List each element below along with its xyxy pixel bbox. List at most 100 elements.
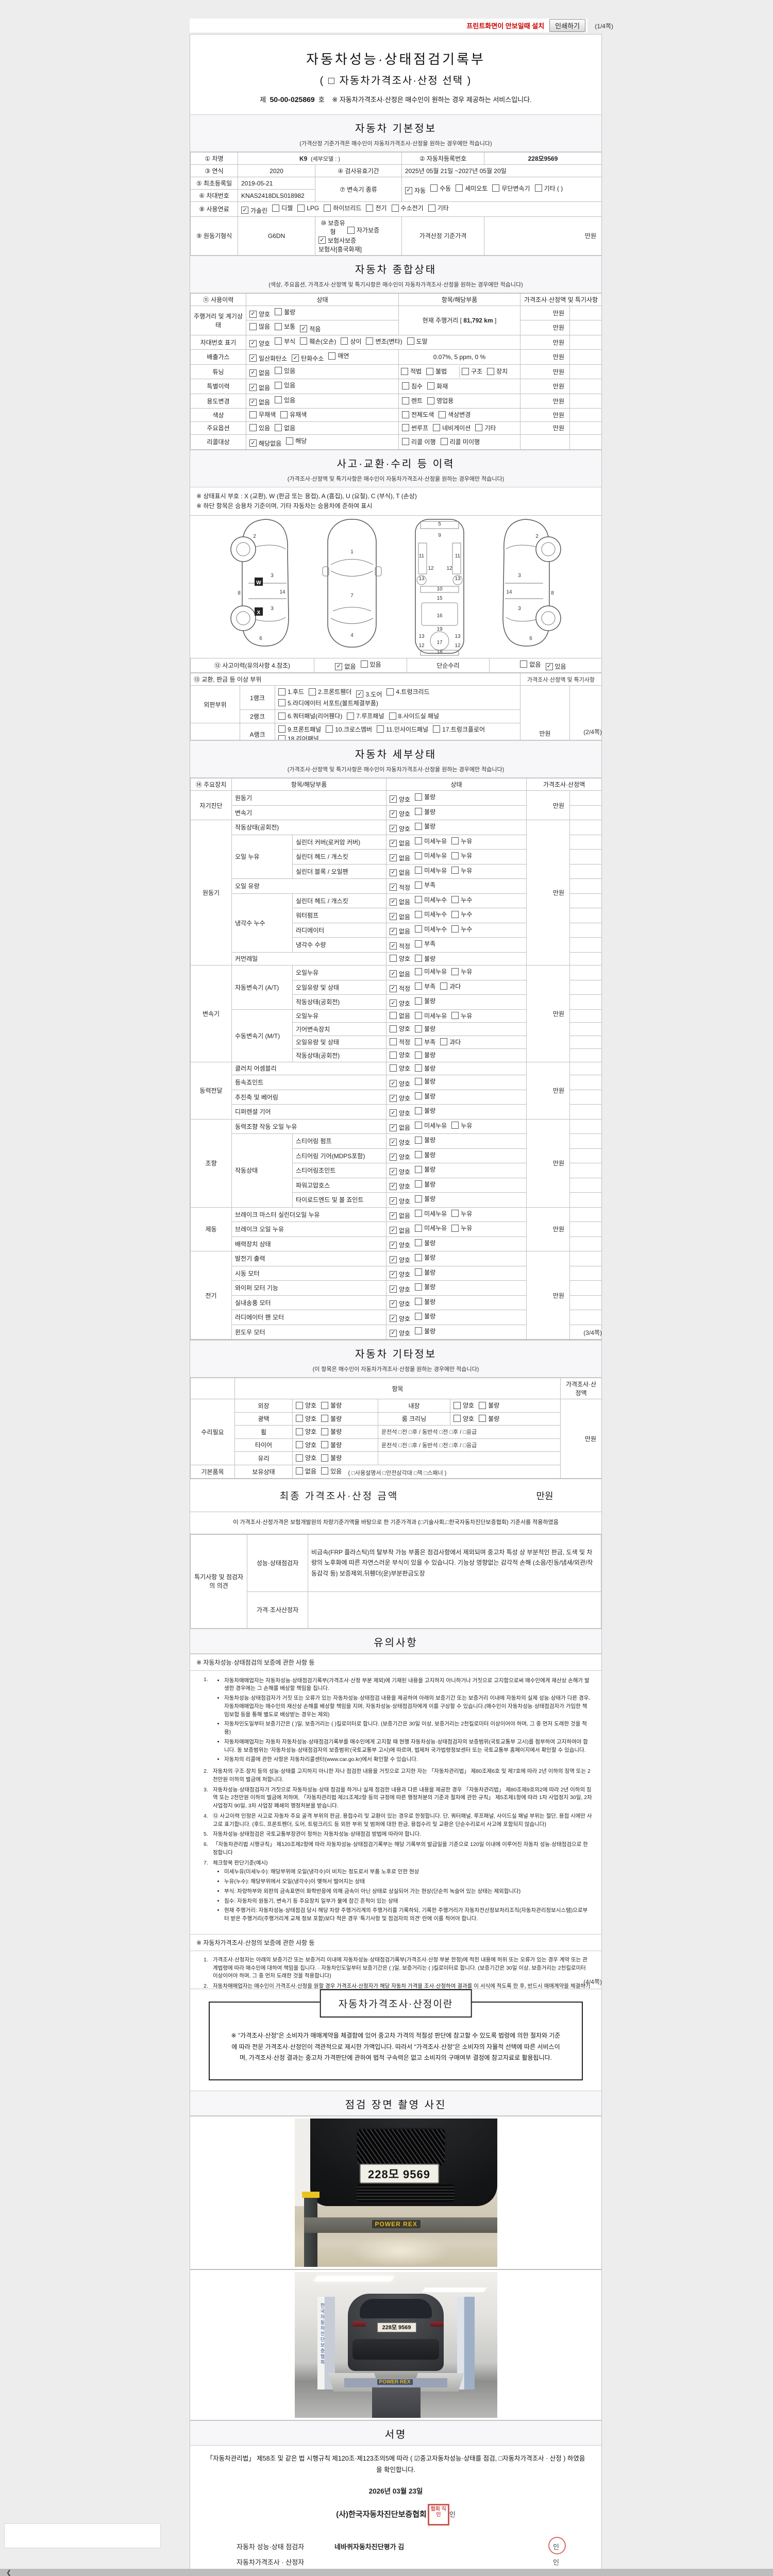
check-item-state: ✓ 없음 미세누수 누수 [386,908,527,923]
signer-row: 자동차 성능·상태 점검자 네바퀴자동차진단평가 김 인 [237,2537,588,2555]
checkbox-icon [451,852,459,859]
check-item-state: ✓ 없음 미세누유 누유 [386,1207,527,1222]
document-title: 자동차성능·상태점검기록부 [306,52,485,67]
check-item-label: 실린더 헤드 / 개스킷 [292,849,387,865]
signature-date: 2026년 03월 23일 [368,2487,423,2495]
device-group-label: 동력전달 [190,1061,232,1120]
checkbox-icon [415,1077,423,1085]
scroll-left-arrow-icon[interactable]: ❮ [6,2569,12,2576]
checkbox-checked-icon: ✓ [300,325,308,332]
checkbox-checked-icon: ✓ [249,354,257,362]
final-price-box: 최종 가격조사·산정 금액 만원 이 가격조사·산정가격은 보험개발원의 차량기… [190,1479,601,1534]
check-item-label: 커먼레일 [231,952,387,965]
transmission-type: ✓ 자동 수동 세미오토 무단변속기 기타 ( ) [401,177,602,202]
print-install-hint: 프린트화면이 안보일때 설치 [466,22,545,30]
device-group-label: 변속기 [190,965,232,1062]
checkbox-checked-icon: ✓ [390,869,397,876]
checkbox-icon [451,1210,459,1217]
checkbox-checked-icon: ✓ [390,1256,397,1263]
section-notices-header: 유의사항 [190,1628,601,1654]
page-marker-1: (1/4쪽) [595,23,613,30]
checkbox-icon [453,1401,461,1409]
svg-text:3: 3 [518,606,521,612]
document-number-line: 제 50-00-025869 호 ※ 자동차가격조사·산정은 매수인이 원하는 … [260,95,532,104]
price-field [569,1118,602,1134]
section-etc-header: 자동차 기타정보 (이 항목은 매수인이 자동차가격조사·산정을 원하는 경우에… [190,1340,601,1378]
price-field [569,790,602,806]
signer-row: 자동차가격조사 · 산정자 인 [237,2554,588,2570]
check-item-label: 변속기 [231,805,387,820]
checkbox-icon [402,438,409,445]
checkbox-icon [415,1210,423,1217]
final-price-unit: 만원 [536,1490,553,1501]
checkbox-icon [415,1195,423,1202]
checkbox-icon [427,382,435,389]
check-item-state: ✓ 없음 미세누수 누수 [386,893,527,908]
svg-text:13: 13 [455,576,461,582]
final-price-note: 이 가격조사·산정가격은 보험개발원의 차량기준가액을 바탕으로 한 기준가격과… [190,1512,601,1534]
price-field [569,1104,602,1120]
svg-text:6: 6 [259,636,262,641]
check-item-state: ✓ 양호 불량 [386,1163,527,1178]
checkbox-checked-icon: ✓ [390,1212,397,1219]
check-item-label: 배력장치 상태 [231,1236,387,1251]
checkbox-checked-icon: ✓ [390,1241,397,1249]
checkbox-checked-icon: ✓ [249,384,257,391]
check-item-state: ✓ 양호 불량 [386,1295,527,1310]
svg-text:14: 14 [279,589,285,595]
price-field [569,1061,602,1075]
inspection-valid-period: 2025년 05월 21일 ~2027년 05월 20일 [401,164,602,177]
svg-text:15: 15 [436,596,443,601]
report-page-4: 자동차가격조사·산정이란 ※ "가격조사·산정"은 소비자가 매매계약을 체결함… [190,1989,602,2576]
checkbox-icon [278,725,285,733]
checkbox-icon [415,1025,423,1032]
license-plate-rear: 228모 9569 [377,2322,416,2332]
checkbox-icon [415,925,423,933]
checkbox-icon [451,968,459,975]
svg-text:1: 1 [350,549,354,555]
check-item-label: 스티어링 펌프 [292,1133,387,1149]
photo-lift-cap [301,2191,320,2198]
price-field [569,1035,602,1049]
device-group-label: 원동기 [190,820,232,965]
checkbox-icon [415,1239,423,1246]
checkbox-icon [428,204,435,212]
checkbox-icon [347,226,355,234]
checkbox-checked-icon: ✓ [390,810,397,818]
checkbox-checked-icon: ✓ [390,999,397,1007]
license-plate-front: 228모 9569 [359,2163,439,2183]
check-item-label: 타이로드엔드 및 볼 죠인트 [292,1192,387,1208]
inspection-photo-rear: 한국자동차진단보증협회 228모 9569 POWER REX [294,2272,497,2418]
svg-text:X: X [257,610,261,616]
checkbox-icon [415,837,423,844]
svg-text:12: 12 [446,566,452,571]
price-field [569,820,602,835]
document-title-block: 자동차성능·상태점검기록부 ( □ 자동차가격조사·산정 선택 ) 제 50-0… [190,35,601,114]
price-field [569,1048,602,1062]
horizontal-scrollbar[interactable]: ❮ [0,2569,773,2576]
checkbox-icon [415,982,423,990]
checkbox-icon [296,1467,303,1475]
checkbox-icon [389,712,396,720]
price-field [569,1133,602,1149]
checkbox-icon [415,1038,423,1045]
lift-brand-label: POWER REX [372,2219,421,2228]
checkbox-icon [275,337,282,345]
check-item-state: ✓ 없음 미세누유 누유 [386,965,527,980]
notice-heading: ※ 자동차가격조사·산정의 보증에 관한 사항 등 [190,1934,601,1951]
photo-floor-glare [351,2234,449,2267]
sub-group-label: 오일 누유 [231,834,293,879]
warranty-type: ⑩ 보증유형 자가보증 ✓ 보험사보증 보험사[흥국화재] [315,216,402,256]
checkbox-checked-icon: ✓ [390,1168,397,1175]
print-button[interactable]: 인쇄하기 [549,19,585,32]
device-group-label: 제동 [190,1207,232,1251]
checkbox-icon [286,437,294,445]
checkbox-icon [415,1012,423,1019]
price-field [569,922,602,938]
price-field [569,1192,602,1208]
check-item-label: 오일 유량 [231,878,387,894]
checkbox-icon [415,1165,423,1173]
checkbox-checked-icon: ✓ [390,927,397,935]
